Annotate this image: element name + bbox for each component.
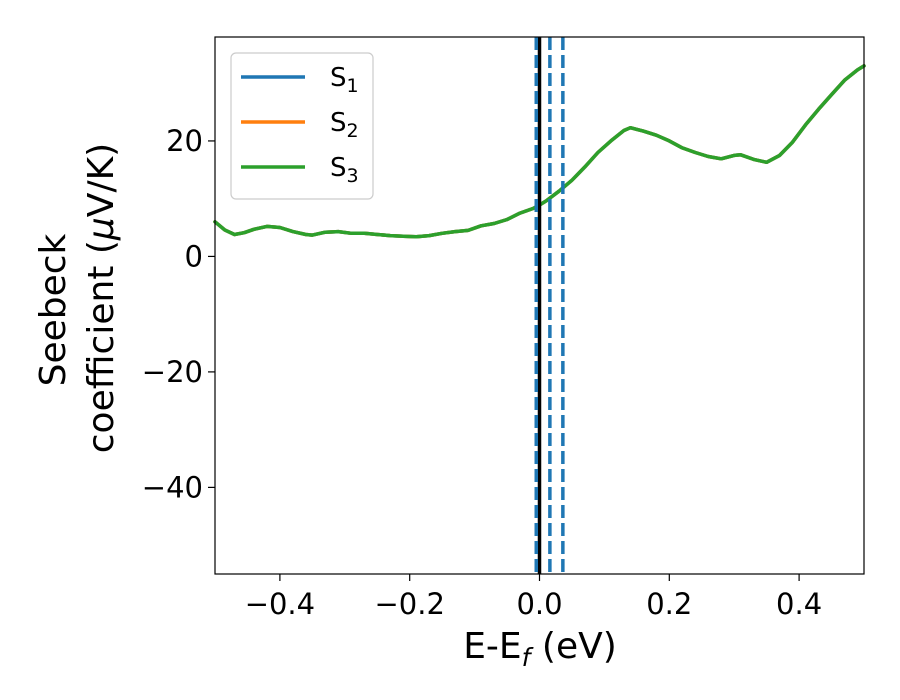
- y-tick-label: −20: [142, 355, 203, 389]
- y-tick-label: −40: [142, 470, 203, 504]
- y-tick-label: 0: [185, 239, 203, 273]
- y-tick-label: 20: [166, 124, 203, 158]
- y-axis-title-line2: coefficient (μV/K): [81, 143, 122, 453]
- legend-label-s1: S1: [330, 63, 359, 97]
- legend-box: [230, 52, 374, 200]
- x-axis-ticks: −0.4 −0.2 0.0 0.2 0.4: [245, 574, 822, 621]
- y-axis-title-line1: Seebeck: [33, 233, 74, 386]
- x-tick-label: −0.2: [374, 587, 444, 621]
- x-axis-title: E-Ef (eV): [463, 626, 617, 672]
- legend: S1 S2 S3: [230, 52, 374, 200]
- x-tick-label: 0.4: [776, 587, 822, 621]
- y-axis-ticks: −40 −20 0 20: [142, 124, 215, 504]
- x-tick-label: −0.4: [245, 587, 315, 621]
- reference-lines: [534, 37, 565, 574]
- x-tick-label: 0.2: [646, 587, 692, 621]
- x-tick-label: 0.0: [516, 587, 562, 621]
- legend-label-s3: S3: [330, 153, 359, 187]
- legend-items: S1 S2 S3: [241, 63, 359, 187]
- legend-label-s2: S2: [330, 108, 359, 142]
